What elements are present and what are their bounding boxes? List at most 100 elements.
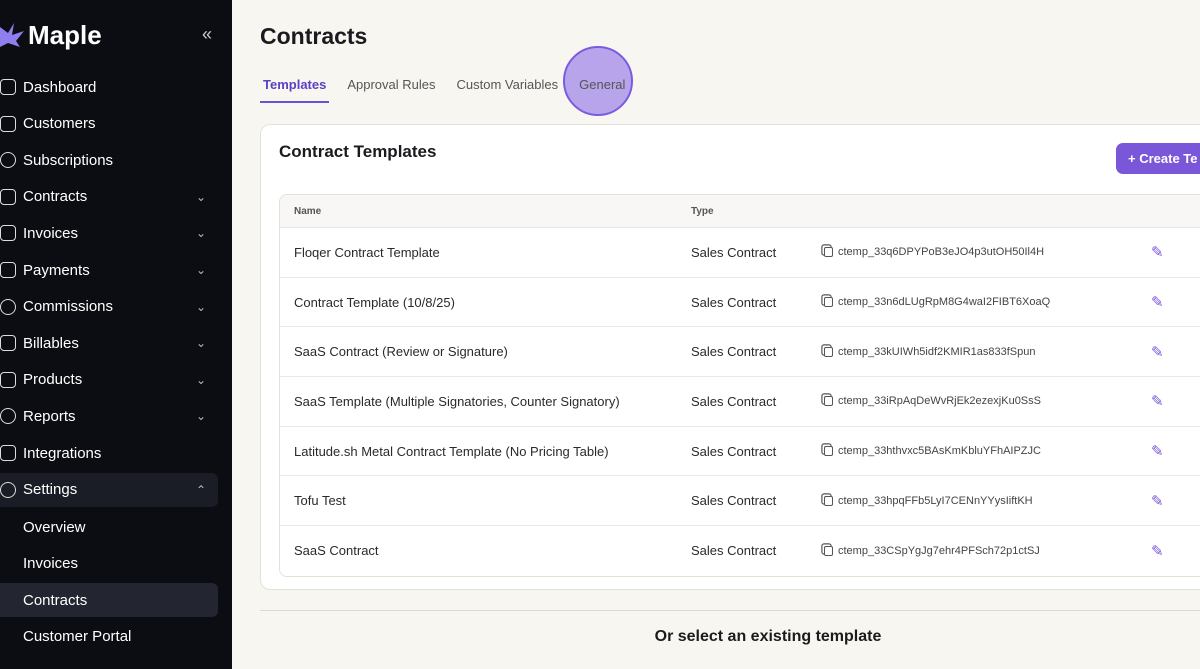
sidebar-item-label: Reports [23, 407, 76, 425]
pie-icon [0, 408, 16, 425]
edit-icon[interactable]: ✎ [1151, 294, 1164, 312]
edit-icon[interactable]: ✎ [1151, 542, 1164, 560]
sidebar-subitem-invoices[interactable]: Invoices [0, 547, 218, 581]
template-id[interactable]: ctemp_33hthvxc5BAsKmKbluYFhAIPZJC [824, 445, 1151, 457]
sidebar-item-label: Dashboard [23, 78, 97, 96]
sidebar-item-commissions[interactable]: Commissions ⌄ [0, 290, 218, 324]
sidebar-item-label: Billables [23, 334, 79, 352]
templates-table: Name Type Floqer Contract Template Sales… [279, 194, 1200, 577]
template-type: Sales Contract [691, 493, 777, 509]
template-id[interactable]: ctemp_33n6dLUgRpM8G4waI2FIBT6XoaQ [824, 296, 1151, 308]
sidebar-item-label: Customers [23, 115, 96, 133]
copy-icon[interactable] [824, 495, 833, 506]
template-type: Sales Contract [691, 543, 777, 559]
template-id[interactable]: ctemp_33q6DPYPoB3eJO4p3utOH50Il4H [824, 246, 1151, 258]
template-name[interactable]: Contract Template (10/8/25) [294, 294, 455, 310]
divider [260, 610, 1200, 611]
existing-template-heading: Or select an existing template [654, 628, 882, 645]
template-name[interactable]: Floqer Contract Template [294, 244, 440, 260]
chevron-down-icon: ⌄ [195, 189, 206, 204]
template-type: Sales Contract [691, 443, 777, 459]
sidebar: Maple « Dashboard Customers Subscriptions C… [0, 0, 232, 669]
template-name[interactable]: SaaS Contract (Review or Signature) [294, 344, 508, 360]
book-icon [0, 262, 16, 278]
sidebar-subitem-label: Contracts [23, 591, 88, 609]
template-name[interactable]: Tofu Test [294, 493, 346, 509]
sidebar-subitem-overview[interactable]: Overview [0, 510, 218, 544]
edit-icon[interactable]: ✎ [1151, 343, 1164, 361]
template-id[interactable]: ctemp_33kUIWh5idf2KMIR1as833fSpun [824, 346, 1151, 358]
tab-general[interactable]: General [579, 77, 626, 92]
sidebar-subitem-contracts[interactable]: Contracts [0, 583, 218, 618]
copy-icon[interactable] [824, 396, 833, 407]
edit-icon[interactable]: ✎ [1151, 492, 1164, 510]
copy-icon[interactable] [824, 247, 833, 258]
sidebar-item-label: Subscriptions [23, 151, 114, 169]
sidebar-item-label: Settings [23, 481, 78, 499]
copy-icon[interactable] [824, 545, 833, 556]
sidebar-subitem-label: Invoices [23, 555, 79, 573]
copy-icon[interactable] [824, 297, 833, 308]
card-title: Contract Templates [279, 142, 437, 161]
sidebar-item-reports[interactable]: Reports ⌄ [0, 399, 218, 433]
tab-templates[interactable]: Templates [260, 72, 330, 103]
template-id-text: ctemp_33CSpYgJg7ehr4PFSch72p1ctSJ [838, 544, 1040, 557]
edit-icon[interactable]: ✎ [1151, 244, 1164, 262]
template-id[interactable]: ctemp_33hpqFFb5LyI7CENnYYysIiftKH [824, 495, 1151, 507]
sidebar-item-contracts[interactable]: Contracts ⌄ [0, 180, 218, 214]
sidebar-item-subscriptions[interactable]: Subscriptions [0, 143, 218, 177]
template-id-text: ctemp_33hthvxc5BAsKmKbluYFhAIPZJC [838, 445, 1041, 458]
sidebar-subitem-customer-portal[interactable]: Customer Portal [0, 620, 218, 654]
template-name[interactable]: Latitude.sh Metal Contract Template (No … [294, 443, 609, 459]
table-row[interactable]: Latitude.sh Metal Contract Template (No … [280, 427, 1200, 477]
template-id[interactable]: ctemp_33CSpYgJg7ehr4PFSch72p1ctSJ [824, 545, 1151, 557]
sidebar-item-dashboard[interactable]: Dashboard [0, 70, 218, 104]
template-id-text: ctemp_33hpqFFb5LyI7CENnYYysIiftKH [838, 494, 1033, 507]
chevrons-left-icon[interactable]: « [202, 24, 213, 44]
table-row[interactable]: SaaS Contract Sales Contract ctemp_33CSp… [280, 526, 1200, 576]
sidebar-item-settings[interactable]: Settings ⌃ [0, 472, 218, 507]
sidebar-item-payments[interactable]: Payments ⌄ [0, 253, 218, 287]
chevron-down-icon: ⌄ [195, 263, 206, 277]
chart-icon [0, 79, 16, 95]
template-type: Sales Contract [691, 294, 777, 310]
table-row[interactable]: SaaS Template (Multiple Signatories, Cou… [280, 377, 1200, 427]
logo[interactable]: Maple [0, 20, 102, 51]
copy-icon[interactable] [824, 346, 833, 357]
dollar-circle-icon [0, 152, 16, 169]
chevron-down-icon: ⌄ [195, 226, 206, 241]
tabs: Templates Approval Rules Custom Variable… [260, 72, 643, 103]
template-name[interactable]: SaaS Template (Multiple Signatories, Cou… [294, 393, 620, 409]
template-type: Sales Contract [691, 344, 777, 360]
click-highlight [563, 46, 633, 116]
puzzle-icon [0, 445, 16, 461]
table-row[interactable]: Tofu Test Sales Contract ctemp_33hpqFFb5… [280, 476, 1200, 527]
contract-templates-card: Contract Templates + Create Te Name Type… [260, 124, 1200, 590]
template-id-text: ctemp_33q6DPYPoB3eJO4p3utOH50Il4H [838, 246, 1045, 259]
tab-custom-variables[interactable]: Custom Variables [456, 77, 559, 92]
sidebar-item-integrations[interactable]: Integrations [0, 436, 218, 470]
sidebar-item-invoices[interactable]: Invoices ⌄ [0, 216, 218, 250]
tab-approval-rules[interactable]: Approval Rules [347, 77, 436, 92]
edit-icon[interactable]: ✎ [1151, 393, 1164, 411]
sidebar-item-billables[interactable]: Billables ⌄ [0, 326, 218, 360]
gear-icon [0, 481, 16, 498]
edit-icon[interactable]: ✎ [1151, 443, 1164, 461]
sidebar-item-label: Contracts [23, 188, 88, 206]
table-row[interactable]: SaaS Contract (Review or Signature) Sale… [280, 327, 1200, 378]
app-name: Maple [28, 20, 102, 50]
chevron-down-icon: ⌄ [195, 372, 206, 387]
template-id[interactable]: ctemp_33iRpAqDeWvRjEk2ezexjKu0SsS [824, 395, 1151, 407]
copy-icon[interactable] [824, 446, 833, 457]
template-id-text: ctemp_33kUIWh5idf2KMIR1as833fSpun [838, 345, 1036, 358]
table-row[interactable]: Floqer Contract Template Sales Contract … [280, 228, 1200, 278]
sidebar-item-customers[interactable]: Customers [0, 107, 218, 141]
sidebar-item-products[interactable]: Products ⌄ [0, 363, 218, 397]
chevron-down-icon: ⌄ [195, 336, 206, 351]
template-type: Sales Contract [691, 244, 777, 260]
template-name[interactable]: SaaS Contract [294, 543, 379, 559]
invoice-icon [0, 225, 16, 242]
table-row[interactable]: Contract Template (10/8/25) Sales Contra… [280, 278, 1200, 328]
sidebar-item-label: Invoices [23, 224, 79, 242]
create-template-button[interactable]: + Create Te [1116, 143, 1200, 174]
